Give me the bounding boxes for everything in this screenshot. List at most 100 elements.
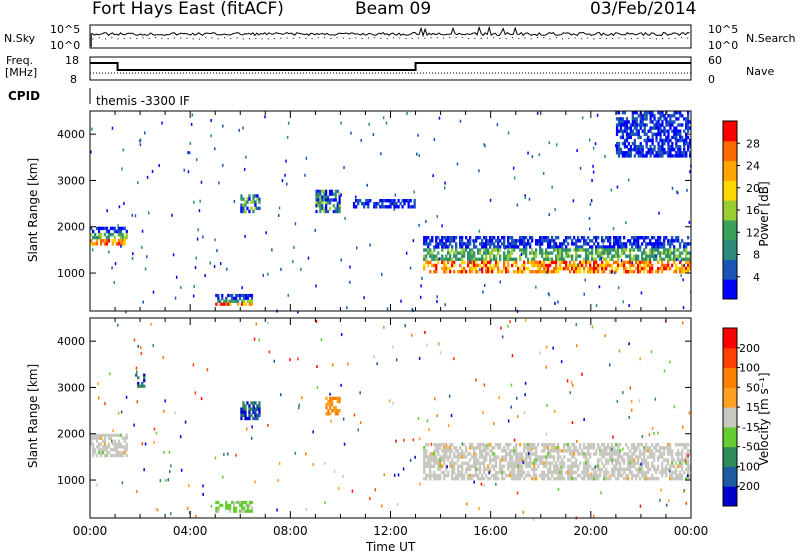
data-cell (567, 251, 570, 255)
scatter-cell (592, 146, 595, 150)
data-cell (427, 464, 430, 468)
data-cell (587, 260, 590, 265)
scatter-cell (627, 178, 630, 182)
data-cell (545, 236, 548, 240)
data-cell (433, 477, 436, 481)
colorbar-tick-label: 12 (746, 226, 760, 239)
data-cell (443, 443, 446, 447)
data-cell (661, 123, 664, 127)
data-cell (327, 399, 330, 404)
noise-search-dot (605, 38, 607, 39)
data-cell (525, 464, 528, 468)
data-cell (336, 409, 339, 413)
scatter-cell (324, 501, 326, 505)
data-cell (511, 449, 514, 453)
data-cell (463, 254, 466, 258)
scatter-cell (347, 362, 349, 366)
data-cell (447, 260, 450, 265)
data-cell (425, 239, 428, 243)
data-cell (429, 458, 432, 462)
data-cell (663, 129, 666, 133)
data-cell (689, 151, 692, 155)
noise-search-dot (612, 38, 614, 39)
scatter-cell (343, 166, 345, 169)
scatter-cell (688, 220, 691, 224)
data-cell (611, 452, 614, 456)
data-cell (617, 473, 620, 478)
data-cell (485, 467, 488, 472)
data-cell (689, 254, 692, 258)
data-cell (519, 254, 522, 258)
data-cell (603, 452, 606, 456)
data-cell (571, 257, 574, 261)
data-cell (637, 248, 640, 252)
data-cell (583, 470, 586, 475)
noise-search-dot (249, 38, 250, 40)
data-cell (461, 248, 464, 252)
scatter-cell (639, 357, 641, 361)
data-cell (557, 477, 560, 481)
data-cell (645, 458, 648, 462)
data-cell (559, 467, 562, 472)
scatter-cell (90, 150, 92, 154)
data-cell (657, 111, 660, 115)
scatter-cell (187, 170, 190, 174)
data-cell (519, 270, 522, 274)
noise-search-dot (286, 37, 288, 39)
data-cell (595, 449, 598, 453)
data-cell (111, 433, 114, 437)
data-cell (447, 473, 450, 478)
data-cell (429, 477, 432, 481)
freq-tick-top: 18 (65, 54, 79, 67)
data-cell (583, 473, 586, 478)
noise-search-dot (424, 37, 426, 39)
beam-label: Beam 09 (355, 0, 432, 19)
scatter-cell (602, 241, 604, 245)
colorbar-tick-label: 16 (746, 204, 760, 217)
data-cell (557, 251, 560, 255)
data-cell (369, 199, 372, 203)
data-cell (99, 433, 103, 437)
data-cell (623, 458, 626, 462)
data-cell (637, 266, 640, 271)
data-cell (669, 117, 672, 121)
data-cell (557, 455, 560, 459)
data-cell (671, 449, 674, 453)
noise-search-dot (380, 37, 382, 39)
data-cell (244, 500, 248, 505)
data-cell (599, 470, 602, 475)
scatter-cell (513, 438, 516, 442)
data-cell (649, 467, 652, 472)
data-cell (667, 129, 670, 133)
data-cell (244, 503, 248, 507)
data-cell (229, 503, 232, 507)
data-cell (549, 467, 552, 472)
data-cell (423, 266, 426, 271)
noise-search-dot (311, 38, 313, 40)
data-cell (579, 473, 582, 478)
data-cell (615, 452, 618, 456)
data-cell (109, 226, 113, 231)
data-cell (429, 239, 432, 243)
data-cell (665, 120, 668, 124)
data-cell (597, 248, 600, 252)
scatter-cell (300, 267, 302, 271)
data-cell (539, 239, 542, 243)
data-cell (435, 239, 438, 243)
data-cell (483, 461, 486, 465)
data-cell (449, 443, 452, 447)
data-cell (623, 242, 626, 246)
data-cell (483, 464, 486, 468)
data-cell (673, 129, 676, 133)
data-cell (561, 248, 564, 252)
data-cell (479, 263, 482, 268)
data-cell (250, 293, 254, 298)
data-cell (489, 467, 492, 472)
data-cell (541, 260, 544, 265)
scatter-cell (131, 256, 134, 260)
data-cell (547, 257, 550, 261)
data-cell (529, 251, 532, 255)
data-cell (613, 236, 616, 240)
data-cell (475, 473, 478, 478)
